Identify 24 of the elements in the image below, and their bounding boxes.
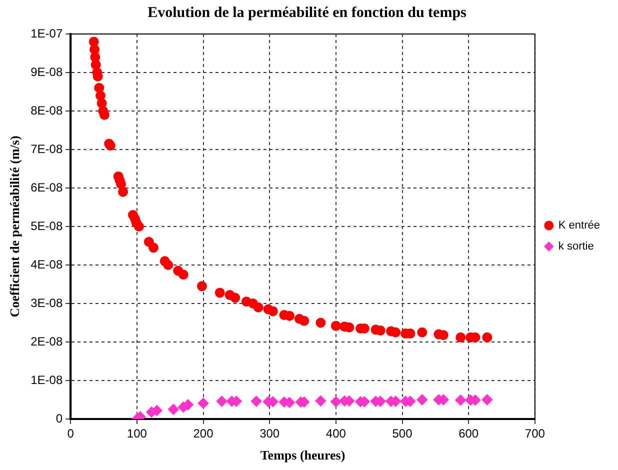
chart-title: Evolution de la perméabilité en fonction du temps xyxy=(148,4,467,21)
y-axis-title: Coefficient de perméabilité (m/s) xyxy=(7,136,22,318)
x-tick-label: 200 xyxy=(193,426,214,441)
y-tick-label: 2E-08 xyxy=(30,334,63,348)
y-tick-label: 8E-08 xyxy=(30,103,63,118)
x-tick-label: 0 xyxy=(67,426,74,441)
x-tick-label: 400 xyxy=(326,426,346,441)
y-tick-label: 9E-08 xyxy=(30,64,63,79)
y-tick-label: 6E-08 xyxy=(30,180,63,194)
y-tick-label: 1E-07 xyxy=(30,26,63,40)
x-tick-label: 100 xyxy=(126,426,148,441)
x-tick-label: 600 xyxy=(458,426,479,441)
x-tick-label: 500 xyxy=(392,426,413,441)
y-tick-label: 0 xyxy=(56,411,63,426)
y-tick-label: 5E-08 xyxy=(30,218,63,233)
x-tick-label: 300 xyxy=(260,426,280,441)
x-axis-title: Temps (heures) xyxy=(260,448,346,463)
y-tick-label: 7E-08 xyxy=(30,142,63,156)
x-tick-label: 700 xyxy=(524,426,546,441)
y-tick-label: 4E-08 xyxy=(30,257,63,272)
legend-label: k sortie xyxy=(558,240,594,253)
legend-label: K entrée xyxy=(558,220,600,232)
y-tick-label: 3E-08 xyxy=(30,296,63,310)
y-tick-label: 1E-08 xyxy=(30,372,63,387)
